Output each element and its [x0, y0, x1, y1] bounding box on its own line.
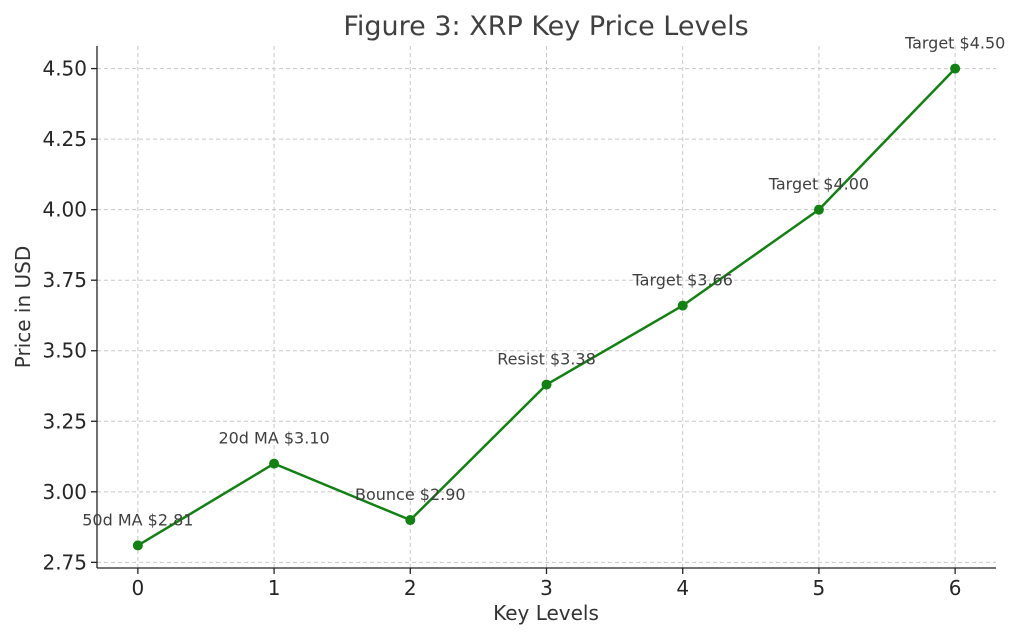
point-labels: 50d MA $2.81 20d MA $3.10 Bounce $2.90 Resi…: [82, 34, 1005, 530]
data-label: Target $4.00: [768, 175, 869, 194]
y-tick-label: 3.00: [42, 480, 87, 504]
x-tick-label: 0: [131, 576, 144, 600]
y-tick-label: 3.75: [42, 268, 87, 292]
data-label: Target $3.66: [632, 271, 733, 290]
y-tick-label: 3.25: [42, 409, 87, 433]
data-label: Bounce $2.90: [355, 485, 466, 504]
x-tick-label: 1: [268, 576, 281, 600]
data-point: [950, 63, 961, 74]
x-tick-label: 2: [404, 576, 417, 600]
y-tick-label: 2.75: [42, 550, 87, 574]
data-label: Target $4.50: [904, 34, 1005, 53]
y-tick-label: 4.00: [42, 198, 87, 222]
data-point: [677, 300, 688, 311]
y-tick-label: 3.50: [42, 339, 87, 363]
y-axis-label: Price in USD: [11, 246, 35, 368]
x-tick-label: 4: [676, 576, 689, 600]
data-point: [813, 204, 824, 215]
data-point: [269, 458, 280, 469]
data-point: [132, 540, 143, 551]
series-layer: [132, 63, 961, 551]
y-tick-label: 4.50: [42, 57, 87, 81]
tick-labels: 0 1 2 3 4 5 6 2.75 3.00 3.25 3.50 3.75 4.00 4.25 4.50: [42, 57, 961, 600]
data-label: Resist $3.38: [497, 350, 596, 369]
gridlines: [97, 46, 996, 568]
y-tick-label: 4.25: [42, 127, 87, 151]
x-tick-label: 5: [813, 576, 826, 600]
x-axis-label: Key Levels: [493, 601, 599, 625]
data-point: [405, 515, 416, 526]
data-label: 20d MA $3.10: [218, 429, 329, 448]
x-tick-label: 6: [949, 576, 962, 600]
x-tick-label: 3: [540, 576, 553, 600]
axes: [91, 46, 996, 574]
data-point: [541, 379, 552, 390]
data-label: 50d MA $2.81: [82, 510, 193, 529]
chart-title: Figure 3: XRP Key Price Levels: [343, 11, 748, 42]
